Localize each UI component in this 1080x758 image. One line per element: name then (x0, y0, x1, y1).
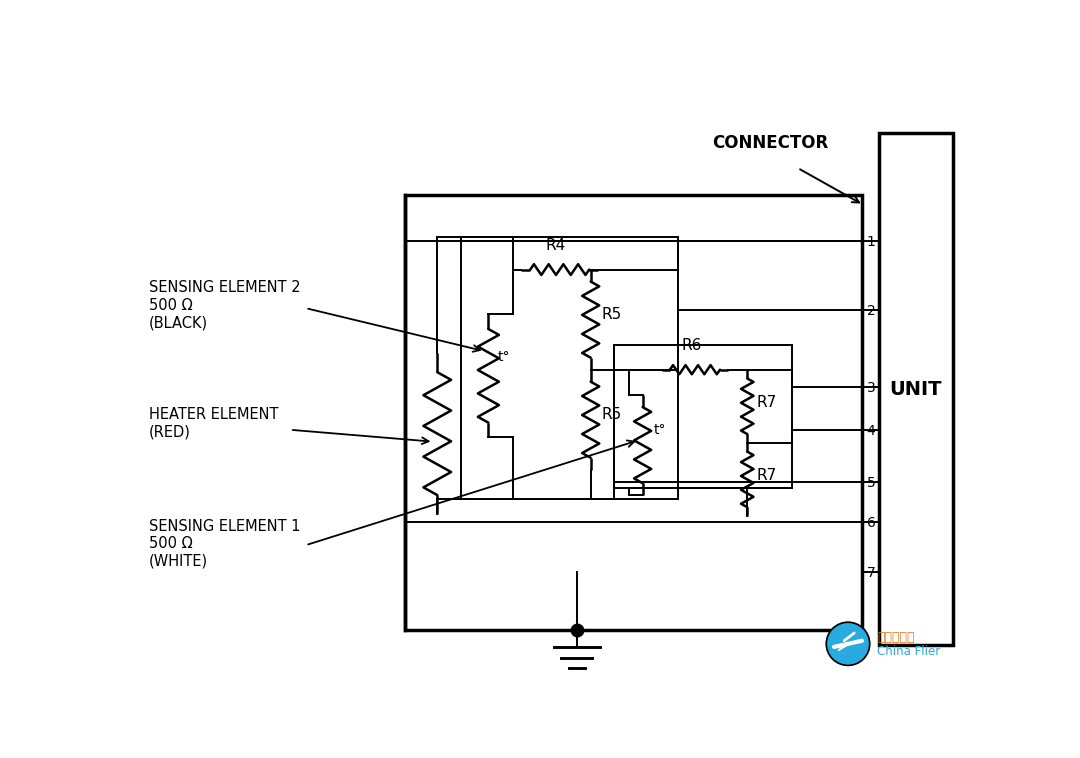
Text: 2: 2 (866, 304, 876, 318)
Text: HEATER ELEMENT: HEATER ELEMENT (149, 407, 279, 422)
Text: 7: 7 (866, 566, 876, 580)
Text: 6: 6 (866, 516, 876, 530)
Text: 500 Ω: 500 Ω (149, 536, 192, 551)
Circle shape (826, 622, 869, 666)
Text: R7: R7 (757, 395, 777, 410)
Text: 3: 3 (866, 381, 876, 395)
Text: R5: R5 (602, 407, 622, 422)
Text: R4: R4 (545, 238, 566, 252)
Bar (613, 345, 793, 487)
Text: SENSING ELEMENT 1: SENSING ELEMENT 1 (149, 518, 300, 534)
Text: UNIT: UNIT (890, 380, 942, 399)
Text: 5: 5 (866, 476, 876, 490)
Text: 500 Ω: 500 Ω (149, 298, 192, 312)
Text: 1: 1 (866, 235, 876, 249)
Text: R7: R7 (757, 468, 777, 484)
Text: 4: 4 (866, 424, 876, 437)
Text: R6: R6 (681, 338, 702, 352)
Bar (405, 195, 862, 630)
Bar (460, 237, 677, 499)
Text: SENSING ELEMENT 2: SENSING ELEMENT 2 (149, 280, 300, 295)
Text: (WHITE): (WHITE) (149, 554, 208, 569)
Text: (BLACK): (BLACK) (149, 315, 208, 330)
Text: R5: R5 (602, 307, 622, 322)
Text: China Flier: China Flier (877, 645, 941, 658)
Text: (RED): (RED) (149, 424, 191, 440)
Text: t°: t° (498, 350, 510, 365)
Text: 飞行者联盟: 飞行者联盟 (877, 631, 915, 644)
Text: t°: t° (653, 423, 666, 437)
Bar (879, 133, 953, 645)
Text: CONNECTOR: CONNECTOR (713, 134, 828, 152)
